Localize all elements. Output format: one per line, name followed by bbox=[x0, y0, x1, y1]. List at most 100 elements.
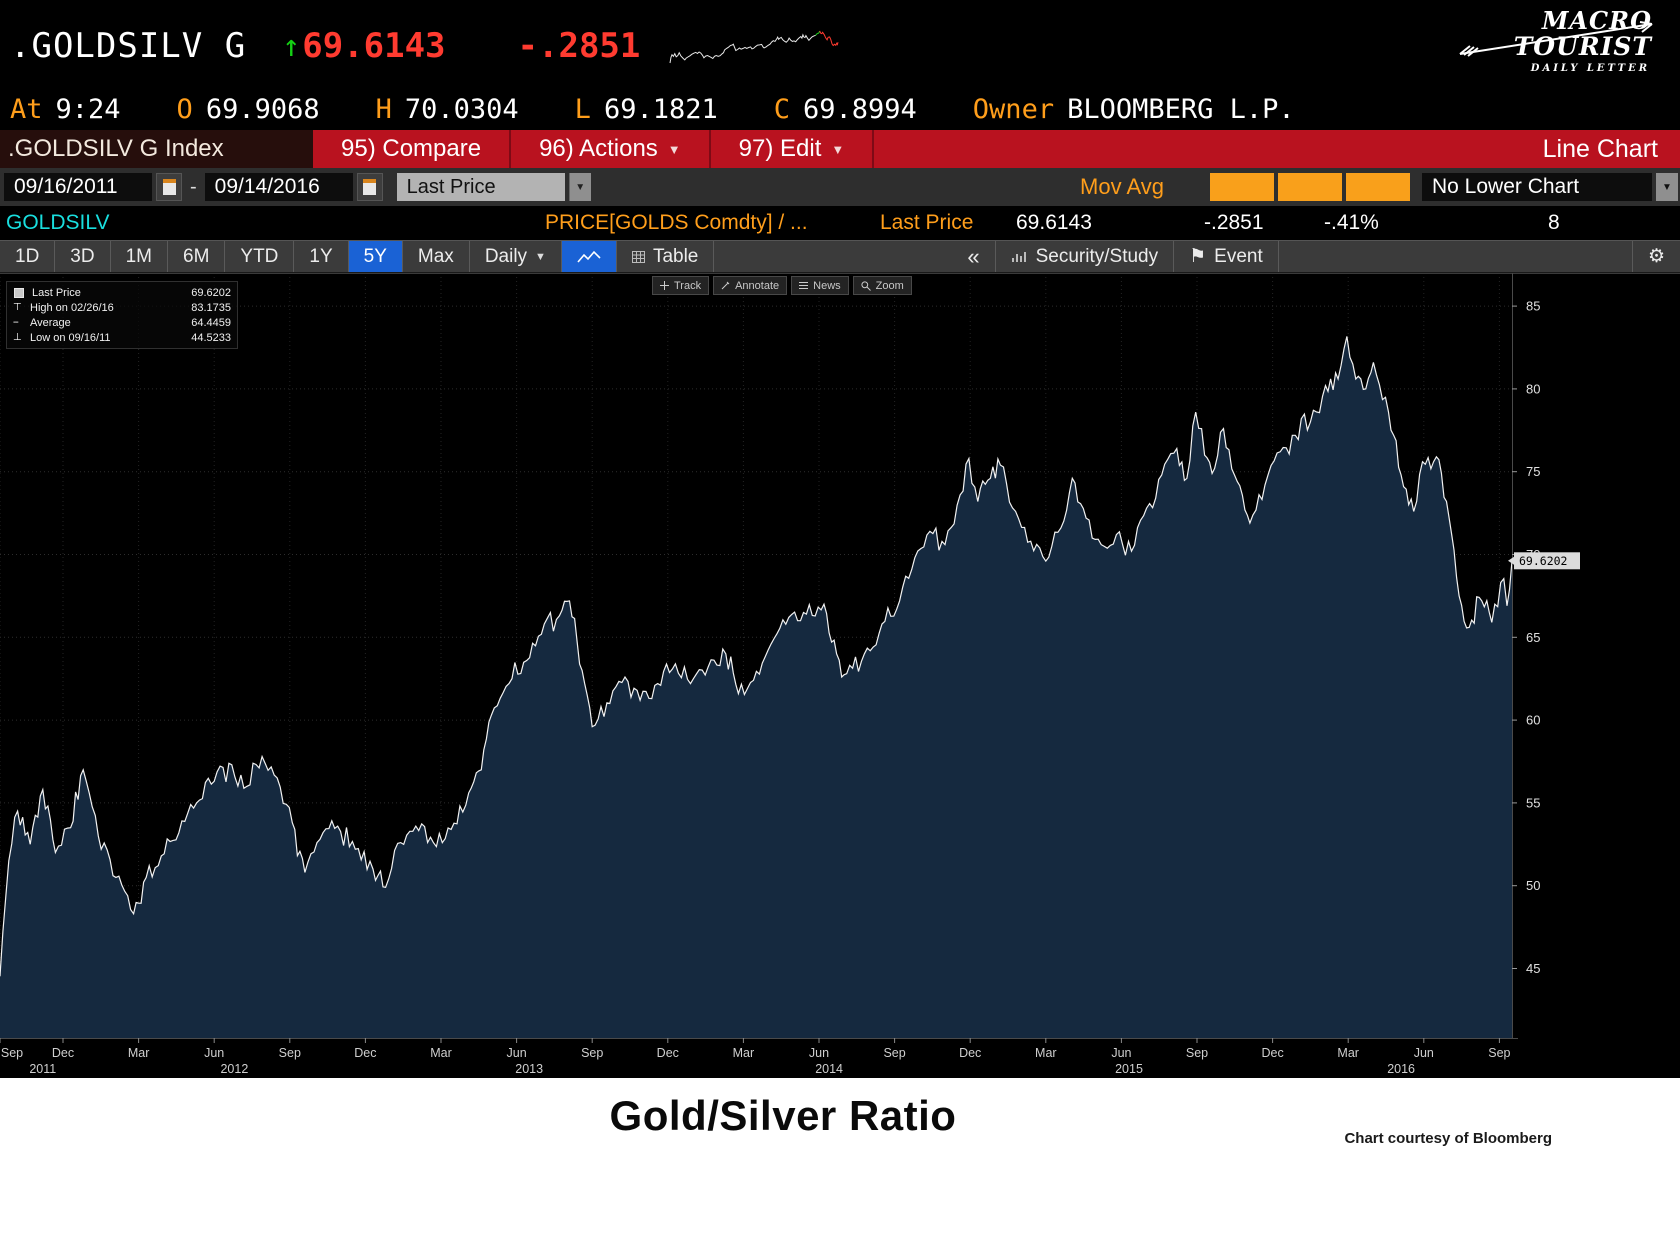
close-value: 69.8994 bbox=[803, 93, 917, 125]
chart-tool-label: Track bbox=[674, 279, 702, 292]
tab-range-1y[interactable]: 1Y bbox=[294, 241, 349, 272]
high-value: 70.0304 bbox=[404, 93, 519, 125]
formula-change-pct: -.41% bbox=[1324, 211, 1379, 234]
x-axis: Sep Dec Mar Jun Sep Dec Mar Jun Sep Dec Mar Jun Sep D… bbox=[0, 1038, 1511, 1076]
logo-line1: MACRO bbox=[1541, 6, 1652, 35]
legend-value: 69.6202 bbox=[191, 286, 231, 299]
square-marker-icon[interactable] bbox=[14, 287, 24, 298]
chart-settings-bar: 09/16/2011 - 09/14/2016 Last Price ▼ Mov… bbox=[0, 168, 1680, 206]
price-chart[interactable]: 455055606570758085SepDecMarJunSepDecMarJ… bbox=[0, 273, 1680, 1078]
chart-tool-label: News bbox=[813, 279, 841, 292]
actions-label: 96) Actions bbox=[539, 135, 658, 162]
svg-text:50: 50 bbox=[1526, 878, 1540, 893]
svg-text:Dec: Dec bbox=[354, 1046, 376, 1060]
track-icon bbox=[660, 281, 669, 290]
logo-subtitle: DAILY LETTER bbox=[1530, 63, 1650, 74]
mov-avg-input-2[interactable] bbox=[1278, 173, 1342, 201]
y-axis: 455055606570758085 bbox=[1512, 299, 1540, 976]
chart-tool-news[interactable]: News bbox=[791, 276, 849, 295]
chevron-down-icon: ▼ bbox=[535, 250, 546, 263]
macro-tourist-logo: MACRO TOURIST DAILY LETTER bbox=[1458, 8, 1658, 88]
mov-avg-input-3[interactable] bbox=[1346, 173, 1410, 201]
range-tabs: 1D 3D 1M 6M YTD 1Y 5Y Max bbox=[0, 241, 470, 272]
tab-range-1m[interactable]: 1M bbox=[111, 241, 168, 272]
price-type-select[interactable]: Last Price bbox=[396, 173, 565, 201]
date-from-field[interactable]: 09/16/2011 bbox=[4, 173, 152, 201]
edit-button[interactable]: 97) Edit ▼ bbox=[711, 130, 875, 168]
tab-line-chart[interactable] bbox=[561, 241, 617, 272]
security-study-button[interactable]: Security/Study bbox=[996, 241, 1175, 272]
chevron-down-icon: ▼ bbox=[1662, 181, 1672, 193]
tab-range-5y[interactable]: 5Y bbox=[348, 241, 403, 272]
svg-text:2012: 2012 bbox=[220, 1062, 248, 1076]
tab-range-1d[interactable]: 1D bbox=[0, 241, 56, 272]
index-tab[interactable]: .GOLDSILV G Index bbox=[0, 130, 313, 168]
annotate-icon bbox=[721, 281, 730, 290]
svg-text:65: 65 bbox=[1526, 630, 1540, 645]
chevron-down-icon: ▼ bbox=[667, 141, 681, 157]
formula-change: -.2851 bbox=[1204, 211, 1264, 234]
last-price-tag bbox=[1514, 552, 1580, 570]
legend-label: Last Price bbox=[32, 286, 81, 299]
svg-text:Sep: Sep bbox=[1, 1046, 23, 1060]
collapse-icon: « bbox=[967, 243, 980, 269]
calendar-to-button[interactable] bbox=[356, 173, 383, 201]
event-button[interactable]: ⚑ Event bbox=[1174, 241, 1279, 272]
tab-range-ytd[interactable]: YTD bbox=[225, 241, 295, 272]
legend-item: Last Price 69.6202 bbox=[13, 285, 231, 300]
period-select[interactable]: Daily ▼ bbox=[470, 241, 562, 272]
open-label: O bbox=[176, 93, 193, 125]
chart-tool-annotate[interactable]: Annotate bbox=[713, 276, 788, 295]
compare-label: 95) Compare bbox=[341, 135, 482, 162]
svg-text:85: 85 bbox=[1526, 299, 1540, 314]
svg-text:Mar: Mar bbox=[430, 1046, 452, 1060]
svg-text:Dec: Dec bbox=[959, 1046, 981, 1060]
owner-value: BLOOMBERG L.P. bbox=[1067, 93, 1295, 125]
chart-tool-track[interactable]: Track bbox=[652, 276, 710, 295]
svg-text:60: 60 bbox=[1526, 713, 1540, 728]
price-line bbox=[0, 336, 1513, 977]
legend-label: Low on 09/16/11 bbox=[30, 331, 111, 344]
actions-button[interactable]: 96) Actions ▼ bbox=[511, 130, 711, 168]
mov-avg-input-1[interactable] bbox=[1210, 173, 1274, 201]
area-fill bbox=[0, 336, 1512, 1038]
svg-text:Jun: Jun bbox=[507, 1046, 527, 1060]
settings-gear-button[interactable]: ⚙ bbox=[1631, 241, 1680, 272]
event-label: Event bbox=[1214, 245, 1263, 267]
flag-icon: ⚑ bbox=[1189, 246, 1207, 267]
calendar-from-button[interactable] bbox=[156, 173, 182, 201]
study-icon bbox=[1011, 252, 1026, 262]
line-chart-icon bbox=[577, 250, 601, 263]
svg-text:45: 45 bbox=[1526, 961, 1540, 976]
formula-last-price-value: 69.6143 bbox=[1016, 211, 1092, 234]
tab-table[interactable]: Table bbox=[617, 241, 715, 272]
legend-value: 83.1735 bbox=[191, 301, 231, 314]
legend-value: 44.5233 bbox=[191, 331, 231, 344]
tab-range-6m[interactable]: 6M bbox=[168, 241, 226, 272]
low-label: L bbox=[574, 93, 591, 125]
chart-tabs-bar: 1D 3D 1M 6M YTD 1Y 5Y Max Daily ▼ Table « Secur… bbox=[0, 240, 1680, 273]
svg-text:Mar: Mar bbox=[733, 1046, 755, 1060]
calendar-icon bbox=[162, 179, 176, 195]
tab-range-max[interactable]: Max bbox=[403, 241, 470, 272]
chart-tool-zoom[interactable]: Zoom bbox=[852, 276, 912, 295]
mov-avg-label: Mov Avg bbox=[1080, 174, 1164, 199]
collapse-panel-button[interactable]: « bbox=[952, 241, 996, 272]
formula-symbol: GOLDSILV bbox=[6, 211, 110, 234]
chart-tool-label: Zoom bbox=[875, 279, 904, 292]
svg-text:Sep: Sep bbox=[1186, 1046, 1208, 1060]
tab-range-3d[interactable]: 3D bbox=[55, 241, 111, 272]
svg-text:Mar: Mar bbox=[128, 1046, 150, 1060]
price-type-caret[interactable]: ▼ bbox=[568, 173, 591, 201]
lower-chart-select[interactable]: No Lower Chart bbox=[1422, 173, 1652, 201]
svg-text:Dec: Dec bbox=[657, 1046, 679, 1060]
chart-area[interactable]: 455055606570758085SepDecMarJunSepDecMarJ… bbox=[0, 273, 1680, 1078]
svg-text:Sep: Sep bbox=[279, 1046, 301, 1060]
function-toolbar: .GOLDSILV G Index 95) Compare 96) Action… bbox=[0, 130, 1680, 168]
lower-chart-caret[interactable]: ▼ bbox=[1656, 173, 1678, 201]
date-to-field[interactable]: 09/14/2016 bbox=[204, 173, 353, 201]
high-label: H bbox=[375, 93, 392, 125]
compare-button[interactable]: 95) Compare bbox=[313, 130, 512, 168]
svg-text:Dec: Dec bbox=[52, 1046, 74, 1060]
formula-right-digit: 8 bbox=[1548, 211, 1560, 234]
